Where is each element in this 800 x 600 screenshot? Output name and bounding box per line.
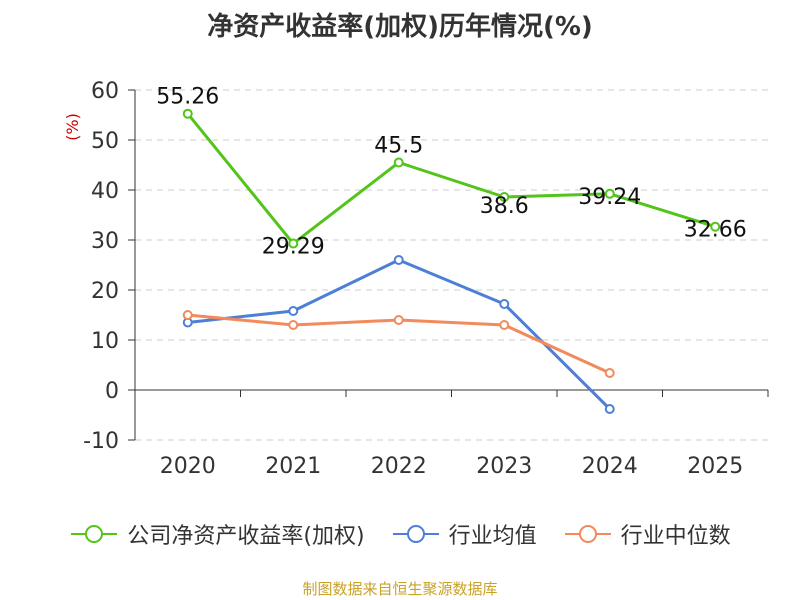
data-point xyxy=(710,221,721,232)
data-point xyxy=(182,108,193,119)
data-label: 45.5 xyxy=(374,134,423,159)
y-tick-label: 50 xyxy=(91,129,119,154)
x-tick-label: 2022 xyxy=(371,454,427,479)
chart-title: 净资产收益率(加权)历年情况(%) xyxy=(207,12,593,42)
y-tick-label: 0 xyxy=(105,379,119,404)
legend-entry[interactable]: 公司净资产收益率(加权) xyxy=(69,518,365,550)
data-label: 38.6 xyxy=(480,194,529,219)
series-lines xyxy=(182,108,721,414)
legend-label: 公司净资产收益率(加权) xyxy=(127,524,365,549)
y-tick-label: -10 xyxy=(83,429,119,454)
x-tick-label: 2025 xyxy=(687,454,743,479)
legend: 公司净资产收益率(加权) 行业均值 行业中位数 xyxy=(0,518,800,550)
data-point xyxy=(393,255,404,265)
y-tick-label: 20 xyxy=(91,279,119,304)
legend-label: 行业中位数 xyxy=(620,524,731,549)
series-line xyxy=(187,258,611,411)
data-point xyxy=(499,192,510,202)
legend-circle xyxy=(406,525,425,543)
data-label: 29.29 xyxy=(262,235,325,260)
legend-marker-icon xyxy=(392,525,439,543)
y-tick-label: 10 xyxy=(91,329,119,354)
data-point xyxy=(393,157,404,168)
legend-circle xyxy=(578,525,597,543)
data-point xyxy=(393,315,404,325)
data-point xyxy=(288,238,299,249)
source-note: 制图数据来自恒生聚源数据库 xyxy=(302,580,498,598)
data-point xyxy=(604,368,615,378)
data-label: 55.26 xyxy=(156,85,219,110)
data-point xyxy=(288,306,299,316)
y-axis-label: (%) xyxy=(63,113,82,141)
legend-marker-icon xyxy=(564,525,611,543)
y-tick-label: 30 xyxy=(91,229,119,254)
gridlines xyxy=(135,89,768,441)
data-label: 32.66 xyxy=(684,218,747,243)
x-tick-label: 2020 xyxy=(160,454,216,479)
data-point xyxy=(499,320,510,330)
data-point xyxy=(604,404,615,414)
x-tick-label: 2023 xyxy=(476,454,532,479)
data-point xyxy=(182,310,193,320)
data-point xyxy=(288,320,299,330)
y-tick-label: 60 xyxy=(91,79,119,104)
legend-entry[interactable]: 行业中位数 xyxy=(563,518,731,550)
legend-entry[interactable]: 行业均值 xyxy=(391,518,537,550)
y-tick-label: 40 xyxy=(91,179,119,204)
axes: -10 0 10 20 30 40 50 60 2020 2021 2022 2023 2024 2025… xyxy=(63,79,769,479)
data-point xyxy=(499,299,510,309)
x-tick-label: 2024 xyxy=(582,454,638,479)
series-line xyxy=(186,112,716,246)
data-labels: 55.26 29.29 45.5 38.6 39.24 32.66 xyxy=(156,85,746,260)
x-tick-label: 2021 xyxy=(265,454,321,479)
data-label: 39.24 xyxy=(578,185,641,210)
legend-circle xyxy=(85,525,104,543)
data-point xyxy=(604,188,615,199)
legend-label: 行业均值 xyxy=(448,524,537,549)
legend-marker-icon xyxy=(71,525,118,543)
